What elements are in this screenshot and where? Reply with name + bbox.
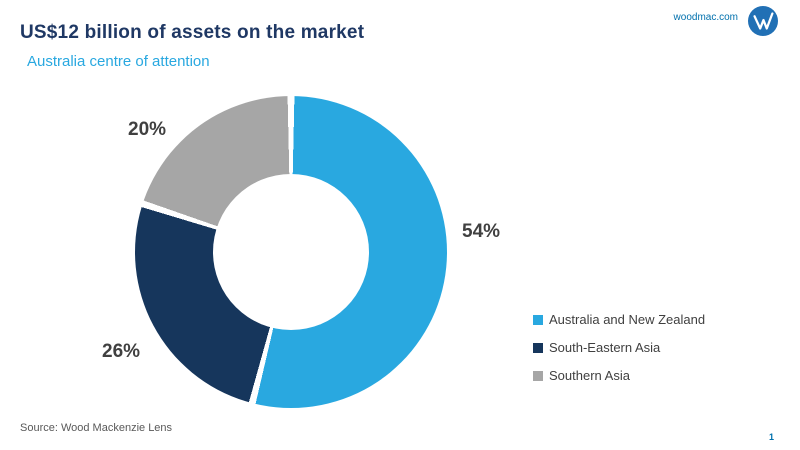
page-number: 1	[768, 432, 774, 442]
legend-label: Southern Asia	[549, 368, 630, 383]
source-note: Source: Wood Mackenzie Lens	[20, 422, 173, 434]
slice-label-southern-asia: 20%	[128, 119, 167, 140]
slice-label-south-eastern-asia: 26%	[102, 341, 141, 362]
donut-hole	[213, 174, 369, 330]
chart-legend: Australia and New Zealand South-Eastern …	[533, 312, 705, 383]
woodmac-logo-icon	[748, 6, 778, 36]
legend-swatch-icon	[533, 342, 543, 353]
legend-swatch-icon	[533, 314, 543, 325]
website-link[interactable]: woodmac.com	[673, 12, 738, 23]
legend-label: South-Eastern Asia	[549, 340, 661, 355]
legend-item-australia-nz: Australia and New Zealand	[533, 312, 705, 327]
page-subtitle: Australia centre of attention	[27, 53, 210, 70]
legend-swatch-icon	[533, 370, 543, 381]
legend-item-south-eastern-asia: South-Eastern Asia	[533, 340, 705, 355]
slice-label-australia-nz: 54%	[462, 221, 501, 242]
legend-item-southern-asia: Southern Asia	[533, 368, 705, 383]
page-title: US$12 billion of assets on the market	[20, 22, 365, 43]
donut-chart	[135, 96, 447, 408]
legend-label: Australia and New Zealand	[549, 312, 706, 327]
